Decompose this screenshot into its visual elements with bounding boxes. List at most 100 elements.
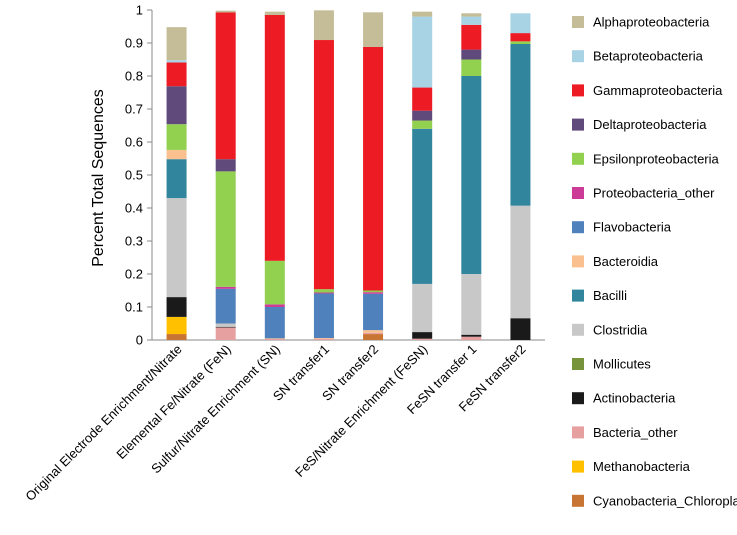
- bar-segment: [412, 128, 433, 284]
- legend-label: Betaproteobacteria: [593, 49, 704, 64]
- legend-swatch: [572, 118, 584, 131]
- bar-segment: [215, 171, 236, 287]
- bar-segment: [363, 46, 384, 291]
- bar-segment: [363, 292, 384, 294]
- bar-segment: [313, 293, 334, 339]
- y-tick-label: 1: [136, 3, 143, 18]
- bar-segment: [510, 33, 531, 42]
- y-tick-label: 0.4: [125, 201, 143, 216]
- legend-swatch: [572, 84, 584, 97]
- y-tick-label: 0: [136, 333, 143, 348]
- bar-segment: [215, 286, 236, 289]
- bar-segment: [461, 336, 482, 340]
- y-tick-label: 0.8: [125, 69, 143, 84]
- bar-segment: [461, 274, 482, 335]
- bar-segment: [166, 297, 187, 317]
- bar-segment: [166, 149, 187, 160]
- bar-segment: [264, 14, 285, 261]
- bar-segment: [313, 292, 334, 294]
- legend-swatch: [572, 221, 584, 234]
- y-tick-label: 0.7: [125, 102, 143, 117]
- bar-segment: [461, 13, 482, 17]
- bar-segment: [412, 338, 433, 340]
- legend-label: Epsilonproteobacteria: [593, 151, 720, 166]
- legend-label: Actinobacteria: [593, 391, 676, 406]
- bar-segment: [461, 334, 482, 337]
- bar-segment: [166, 316, 187, 335]
- bar-segment: [412, 16, 433, 88]
- bar-segment: [363, 290, 384, 293]
- bar-segment: [412, 11, 433, 17]
- legend-label: Bacteria_other: [593, 425, 678, 440]
- legend-label: Alphaproteobacteria: [593, 15, 710, 30]
- bar-segment: [412, 120, 433, 129]
- legend-swatch: [572, 152, 584, 165]
- bar-segment: [215, 327, 236, 340]
- bar-segment: [363, 330, 384, 333]
- bar-segment: [461, 59, 482, 76]
- bar-segment: [166, 334, 187, 340]
- legend-swatch: [572, 426, 584, 439]
- legend-label: Mollicutes: [593, 357, 651, 372]
- legend-label: Gammaproteobacteria: [593, 83, 723, 98]
- bar-segment: [215, 288, 236, 324]
- bar-segment: [313, 338, 334, 339]
- y-tick-label: 0.9: [125, 36, 143, 51]
- bar-segment: [166, 124, 187, 150]
- bar-segment: [215, 159, 236, 172]
- y-tick-label: 0.1: [125, 300, 143, 315]
- bar-segment: [510, 13, 531, 34]
- legend-label: Clostridia: [593, 322, 648, 337]
- bar-segment: [166, 62, 187, 87]
- bar-segment: [215, 326, 236, 328]
- legend-swatch: [572, 289, 584, 302]
- bar-segment: [264, 260, 285, 305]
- legend-label: Methanobacteria: [593, 459, 691, 474]
- bar-segment: [313, 338, 334, 340]
- bar-segment: [264, 304, 285, 307]
- legend-swatch: [572, 187, 584, 199]
- bar-segment: [412, 332, 433, 339]
- bar-segment: [264, 307, 285, 339]
- legend: Alphaproteobacteria Betaproteobacteria Gam…: [572, 15, 737, 508]
- y-tick-label: 0.6: [125, 135, 143, 150]
- y-axis-label: Percent Total Sequences: [90, 89, 107, 267]
- legend-label: Deltaproteobacteria: [593, 117, 707, 132]
- bar-segment: [166, 198, 187, 298]
- y-tick-label: 0.3: [125, 234, 143, 249]
- y-tick-label: 0.5: [125, 168, 143, 183]
- bar-segment: [264, 339, 285, 340]
- bar-segment: [363, 293, 384, 331]
- x-axis-category-labels: Original Electrode Enrichment/NitrateEle…: [22, 342, 528, 504]
- bar-segment: [412, 87, 433, 111]
- legend-label: Bacteroidia: [593, 254, 659, 269]
- bar-segment: [461, 76, 482, 274]
- bar-segment: [510, 318, 531, 340]
- legend-label: Bacilli: [593, 288, 627, 303]
- bar-segment: [510, 43, 531, 206]
- bar-segment: [264, 338, 285, 340]
- bar-segment: [313, 40, 334, 290]
- bar-segment: [215, 12, 236, 160]
- bar-segment: [412, 110, 433, 121]
- bar-segment: [166, 86, 187, 125]
- legend-swatch: [572, 255, 584, 268]
- legend-swatch: [572, 494, 584, 507]
- legend-swatch: [572, 323, 584, 336]
- bar-segment: [510, 41, 531, 44]
- legend-label: Cyanobacteria_Chloroplast: [593, 493, 737, 508]
- axes: [151, 10, 545, 341]
- bar-segment: [461, 16, 482, 25]
- bar-segment: [313, 289, 334, 293]
- legend-swatch: [572, 16, 584, 28]
- y-tick-label: 0.2: [125, 267, 143, 282]
- bar-segment: [510, 205, 531, 319]
- bar-segment: [215, 323, 236, 327]
- legend-swatch: [572, 50, 584, 63]
- bar-segment: [363, 12, 384, 47]
- bar-segment: [166, 27, 187, 61]
- bar-segment: [166, 60, 187, 63]
- legend-swatch: [572, 460, 584, 473]
- y-axis-ticks: 0 0.1 0.2 0.3 0.4 0.5 0.6 0.7 0.8 0.9 1: [125, 3, 152, 348]
